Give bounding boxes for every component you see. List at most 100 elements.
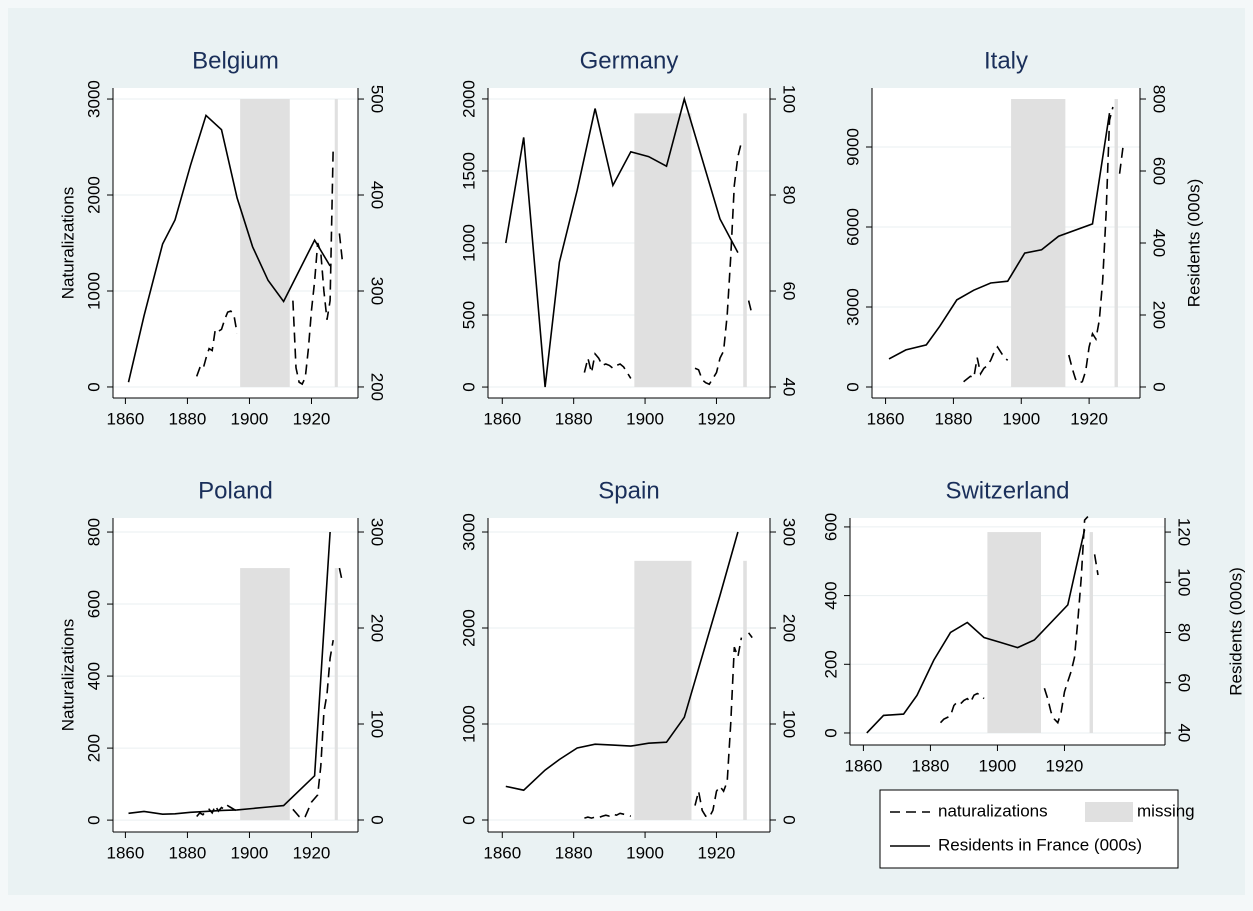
y-tick-label: 0	[459, 815, 478, 824]
x-tick-label: 1900	[231, 843, 269, 862]
y2-tick-label: 100	[780, 85, 799, 113]
y2-tick-label: 300	[780, 518, 799, 546]
series-line	[505, 96, 739, 388]
x-tick-label: 1920	[1046, 756, 1084, 775]
x-tick-label: 1920	[1070, 409, 1108, 428]
missing-band	[987, 532, 1042, 733]
missing-band	[334, 568, 338, 821]
x-tick-label: 1920	[293, 409, 331, 428]
missing-band	[1011, 98, 1066, 388]
y2-tick-label: 100	[368, 710, 387, 738]
y-tick-label: 1000	[459, 224, 478, 262]
x-tick-label: 1880	[169, 409, 207, 428]
x-tick-label: 1860	[483, 843, 521, 862]
series-line	[196, 567, 344, 820]
y2-tick-label: 0	[368, 815, 387, 824]
missing-band	[634, 113, 692, 388]
missing-band	[743, 560, 747, 821]
y-tick-label: 0	[84, 382, 103, 391]
y-tick-label: 2000	[459, 609, 478, 647]
plot-area	[113, 518, 358, 832]
y-axis-label: Naturalizations	[58, 187, 77, 299]
y2-tick-label: 300	[368, 277, 387, 305]
y-tick-label: 2000	[84, 176, 103, 214]
x-tick-label: 1860	[844, 756, 882, 775]
chart-title: Poland	[198, 477, 273, 504]
y-tick-label: 9000	[843, 128, 862, 166]
legend-label: naturalizations	[938, 801, 1048, 820]
x-tick-label: 1920	[698, 843, 736, 862]
chart-title: Germany	[580, 47, 679, 74]
x-tick-label: 1880	[169, 843, 207, 862]
y2-tick-label: 80	[1175, 623, 1194, 642]
x-tick-label: 1900	[1002, 409, 1040, 428]
y-tick-label: 1000	[459, 705, 478, 743]
missing-band	[634, 560, 692, 821]
y2-tick-label: 80	[780, 186, 799, 205]
y2-tick-label: 40	[1175, 723, 1194, 742]
y2-tick-label: 200	[368, 373, 387, 401]
chart-title: Belgium	[192, 47, 279, 74]
chart-title: Italy	[984, 47, 1028, 74]
y-tick-label: 1000	[84, 272, 103, 310]
y-tick-label: 400	[84, 662, 103, 690]
y-tick-label: 600	[821, 513, 840, 541]
y2-tick-label: 120	[1175, 518, 1194, 546]
x-tick-label: 1860	[106, 409, 144, 428]
missing-band	[240, 568, 290, 821]
x-tick-label: 1920	[698, 409, 736, 428]
x-tick-label: 1860	[106, 843, 144, 862]
y-tick-label: 200	[84, 734, 103, 762]
y2-tick-label: 0	[1150, 382, 1169, 391]
y-tick-label: 600	[84, 590, 103, 618]
y-tick-label: 0	[84, 815, 103, 824]
missing-band	[334, 99, 338, 387]
y-tick-label: 3000	[459, 513, 478, 551]
x-tick-label: 1900	[979, 756, 1017, 775]
y-tick-label: 3000	[84, 80, 103, 118]
y-tick-label: 0	[843, 382, 862, 391]
missing-band	[1114, 98, 1118, 388]
y2-axis-label: Residents (000s)	[1184, 179, 1203, 308]
x-tick-label: 1880	[912, 756, 950, 775]
x-tick-label: 1860	[867, 409, 905, 428]
y2-tick-label: 300	[368, 518, 387, 546]
series-line	[939, 516, 1099, 725]
legend-label: missing	[1137, 801, 1195, 820]
y-tick-label: 400	[821, 581, 840, 609]
series-line	[128, 531, 331, 816]
y-tick-label: 2000	[459, 80, 478, 118]
y-tick-label: 500	[459, 301, 478, 329]
series-line	[583, 142, 753, 386]
x-tick-label: 1880	[555, 409, 593, 428]
y2-tick-label: 200	[780, 614, 799, 642]
y2-tick-label: 400	[368, 181, 387, 209]
y2-tick-label: 60	[780, 282, 799, 301]
series-line	[505, 531, 739, 792]
y2-tick-label: 60	[1175, 673, 1194, 692]
y2-tick-label: 100	[780, 710, 799, 738]
y-tick-label: 0	[821, 728, 840, 737]
y-tick-label: 0	[459, 382, 478, 391]
series-line	[888, 112, 1111, 360]
series-line	[584, 632, 753, 819]
y2-tick-label: 40	[780, 378, 799, 397]
chart-title: Switzerland	[945, 477, 1069, 504]
y-tick-label: 3000	[843, 288, 862, 326]
y2-tick-label: 500	[368, 85, 387, 113]
y2-tick-label: 800	[1150, 85, 1169, 113]
plot-area	[113, 88, 358, 398]
missing-band	[240, 99, 290, 387]
series-line	[866, 529, 1086, 734]
chart-title: Spain	[598, 477, 659, 504]
y2-axis-label: Residents (000s)	[1226, 567, 1245, 696]
series-line	[195, 146, 344, 386]
plot-area	[872, 88, 1140, 398]
legend-label: Residents in France (000s)	[938, 835, 1142, 854]
x-tick-label: 1900	[231, 409, 269, 428]
y-tick-label: 6000	[843, 208, 862, 246]
y-tick-label: 800	[84, 518, 103, 546]
y2-tick-label: 200	[368, 614, 387, 642]
y2-tick-label: 0	[780, 815, 799, 824]
x-tick-label: 1860	[483, 409, 521, 428]
